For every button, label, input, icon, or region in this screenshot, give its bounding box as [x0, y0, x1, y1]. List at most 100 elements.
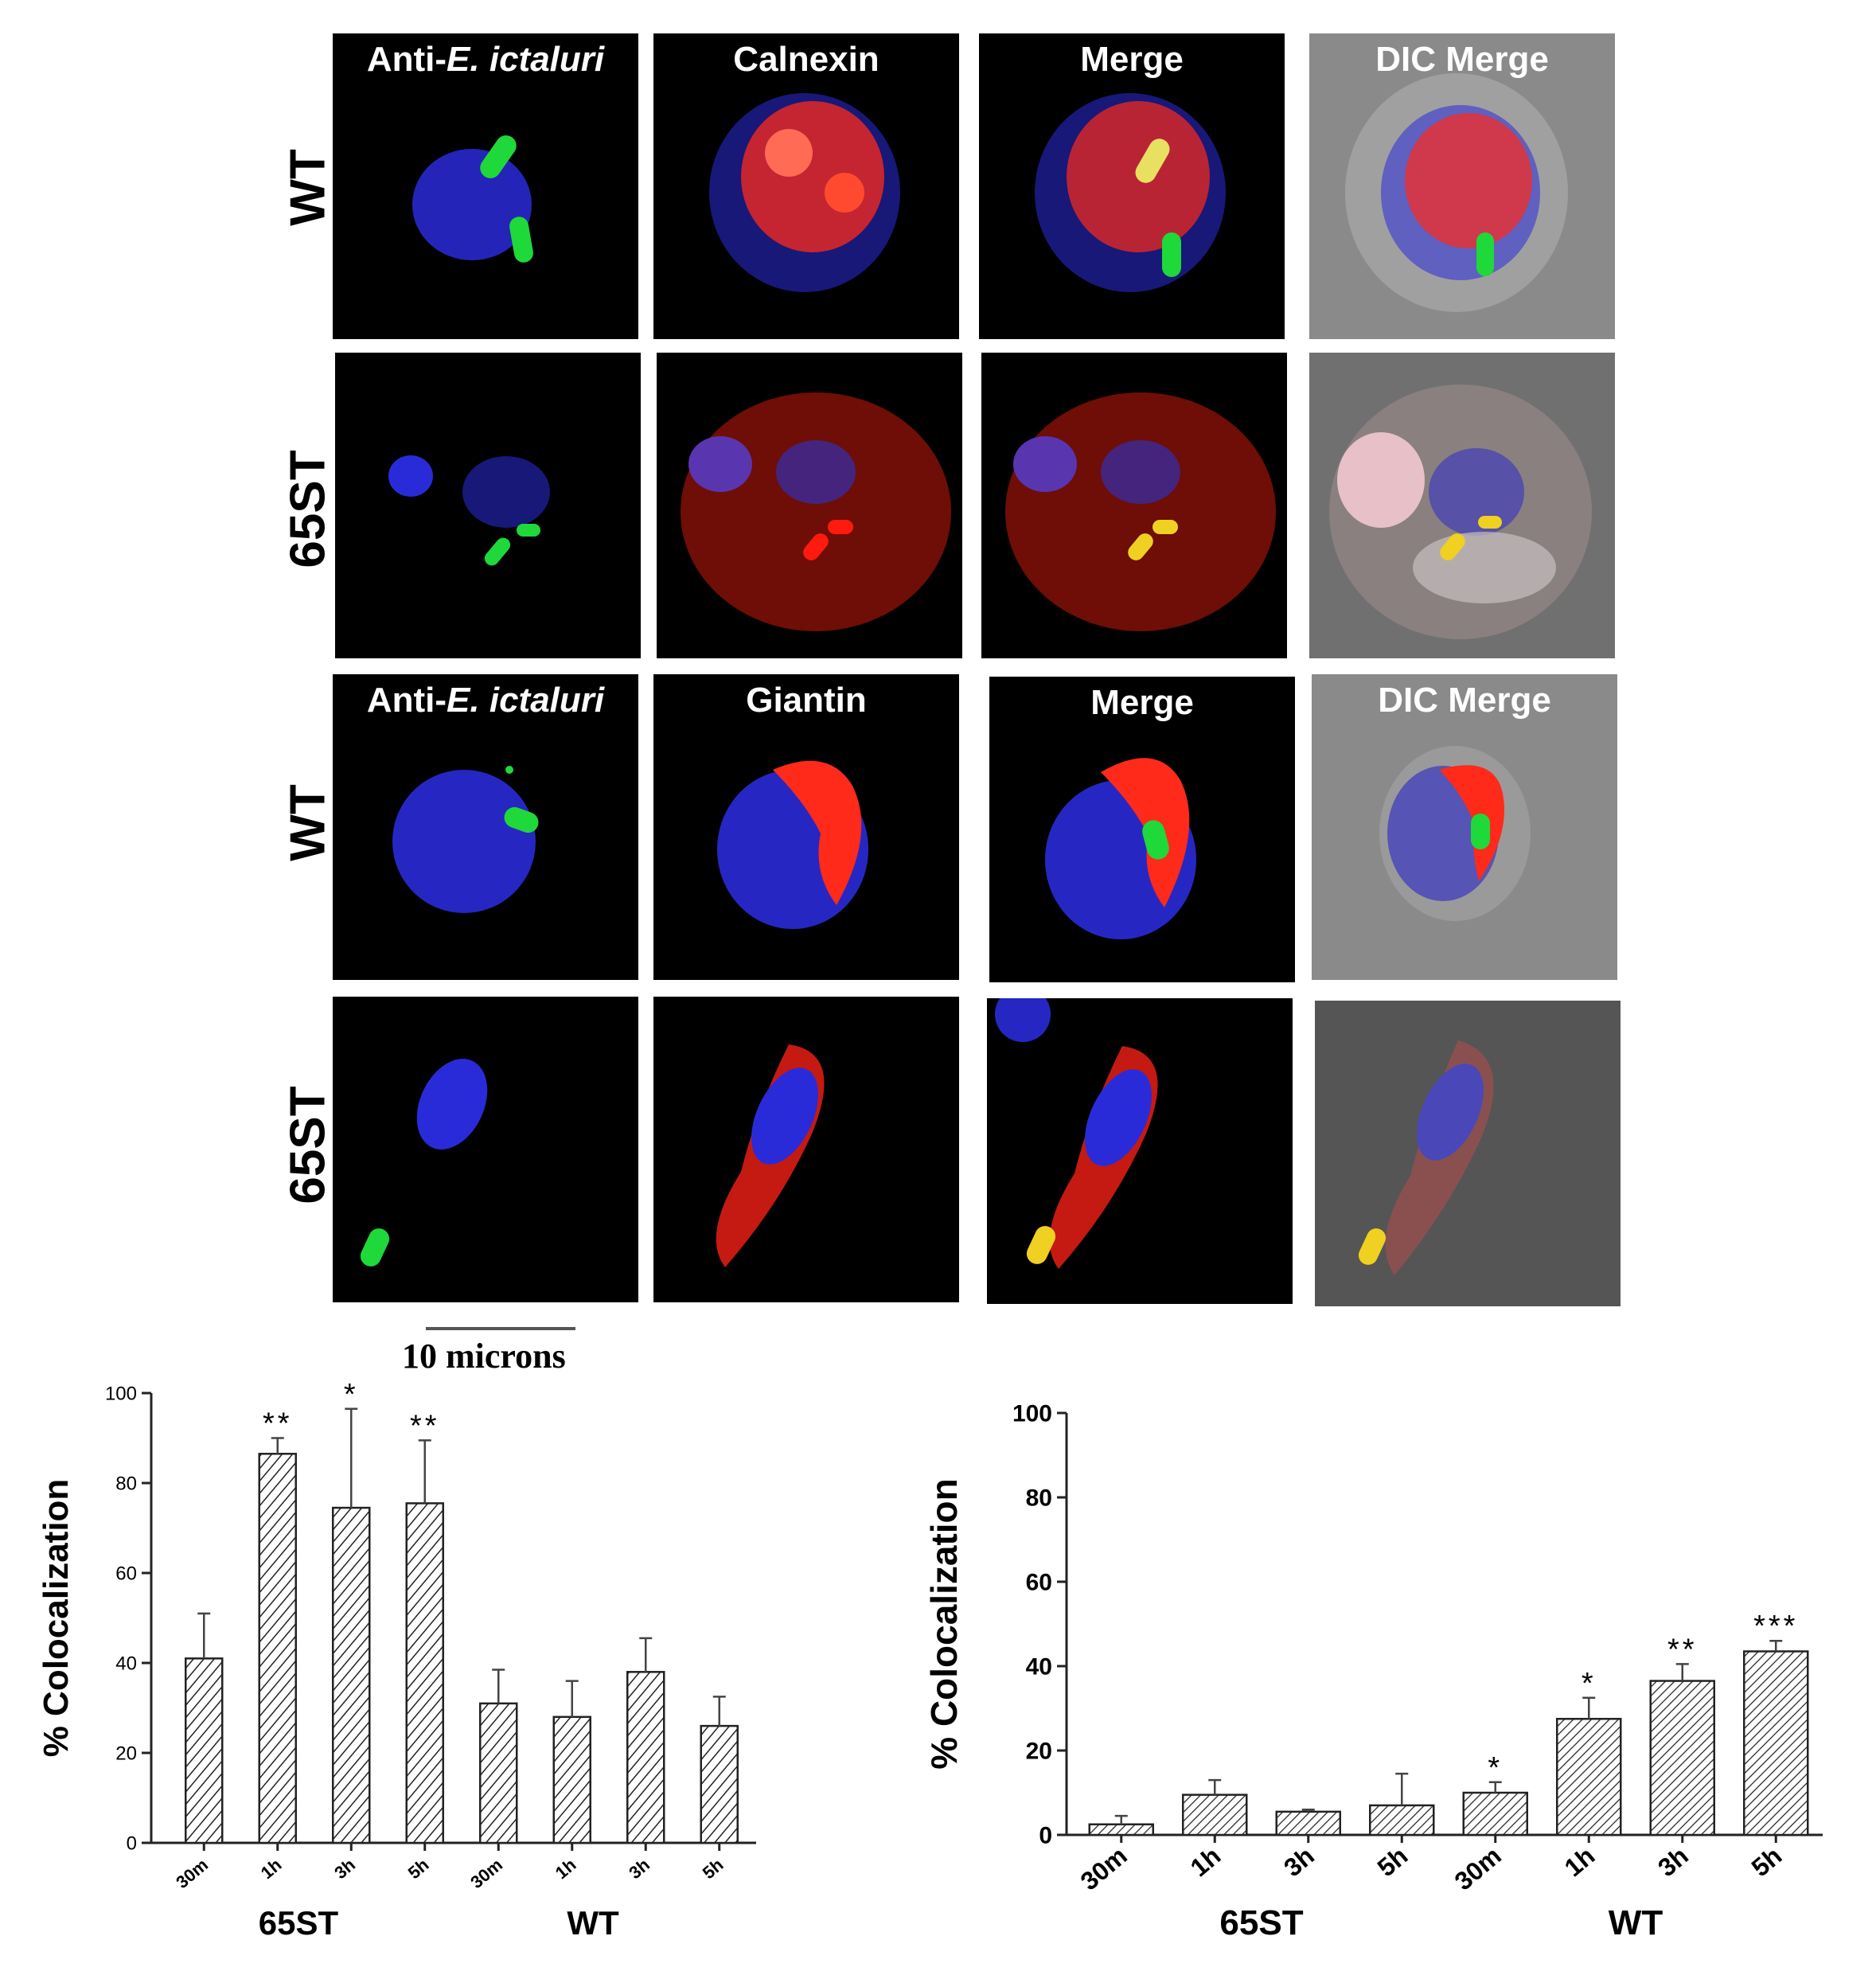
micrograph-image [1379, 746, 1531, 921]
micrograph-image [681, 392, 951, 631]
y-axis-label: % Colocalization [37, 1479, 76, 1758]
y-tick-label: 20 [1026, 1739, 1052, 1765]
micrograph-wt-dic-merge: DIC Merge [1309, 33, 1615, 339]
category-label: 30m [1075, 1841, 1133, 1896]
panel-title: Merge [1090, 683, 1194, 722]
category-label: 3h [625, 1855, 653, 1883]
micrograph-65st-merge [981, 353, 1287, 658]
micrograph-image [360, 1059, 488, 1267]
panel-title: Anti-E. ictaluri [366, 681, 605, 720]
category-label: 1h [1185, 1841, 1227, 1883]
category-label: 30m [1449, 1841, 1507, 1896]
micrograph-65st-anti-e-ictaluri-2 [333, 997, 638, 1302]
category-label: 1h [1559, 1841, 1601, 1883]
bar [405, 1502, 444, 1844]
group-label: WT [1609, 1903, 1663, 1942]
micrograph-image [995, 998, 1158, 1269]
micrograph-image [1358, 1040, 1494, 1275]
micrograph-image [388, 455, 550, 566]
micrograph-image [1345, 73, 1568, 312]
micrograph-wt-dic-merge-2: DIC Merge [1312, 674, 1617, 980]
category-label: 30m [466, 1855, 506, 1892]
row-label-wt-calnexin: WT [280, 149, 336, 226]
group-label: 65ST [259, 1904, 339, 1942]
micrograph-65st-merge-2 [987, 998, 1293, 1304]
micrograph-wt-merge-2: Merge [989, 677, 1295, 982]
panel-title: Calnexin [733, 40, 879, 79]
significance-marker: ** [1667, 1633, 1698, 1666]
micrograph-wt-giantin: Giantin [653, 674, 959, 980]
panel-title: DIC Merge [1375, 40, 1549, 79]
y-tick-label: 60 [115, 1563, 137, 1584]
significance-marker: *** [1753, 1610, 1798, 1643]
y-tick-label: 100 [1012, 1401, 1052, 1427]
bar [552, 1715, 591, 1844]
bar [479, 1702, 518, 1844]
chart-svg: 0 20 40 60 80 100 % Colocalization 30m 1h ** 3h * 5h… [37, 1378, 756, 1942]
category-label: 1h [552, 1855, 580, 1883]
micrograph-image [716, 1044, 825, 1267]
bar [1088, 1823, 1154, 1836]
micrograph-image [1005, 392, 1276, 631]
category-label: 3h [330, 1855, 359, 1883]
micrograph-65st-dic-merge [1309, 353, 1615, 658]
bar [700, 1724, 739, 1844]
panel-title: Giantin [746, 681, 867, 720]
group-label: WT [567, 1904, 619, 1942]
micrograph-image [1035, 93, 1226, 292]
bar [185, 1657, 224, 1844]
y-tick-label: 100 [105, 1383, 137, 1404]
bar [1275, 1810, 1341, 1836]
row-label-65st-calnexin: 65ST [280, 450, 336, 568]
micrograph-65st-anti-e-ictaluri [335, 353, 641, 658]
significance-marker: * [1582, 1667, 1597, 1700]
significance-marker: ** [263, 1407, 293, 1441]
micrograph-image [412, 135, 533, 263]
row-label-wt-giantin: WT [280, 784, 336, 861]
group-label: 65ST [1219, 1903, 1303, 1942]
y-tick-label: 40 [115, 1653, 137, 1674]
scale-bar-line [426, 1327, 575, 1330]
category-label: 5h [1746, 1841, 1788, 1883]
bar [626, 1671, 665, 1844]
bar [1462, 1791, 1528, 1836]
y-tick-label: 20 [115, 1743, 137, 1764]
bar [1369, 1804, 1435, 1836]
bar [1649, 1680, 1715, 1836]
micrograph-wt-calnexin: Calnexin [653, 33, 959, 339]
category-label: 5h [1372, 1841, 1414, 1883]
y-tick-label: 80 [1026, 1485, 1052, 1512]
y-tick-label: 80 [115, 1473, 137, 1494]
category-label: 5h [699, 1855, 727, 1883]
significance-marker: * [344, 1378, 359, 1411]
bar [1743, 1650, 1809, 1836]
bar [1556, 1718, 1622, 1836]
micrograph-wt-anti-e-ictaluri-2: Anti-E. ictaluri [333, 674, 638, 980]
y-tick-label: 40 [1026, 1654, 1052, 1680]
micrograph-65st-giantin [653, 997, 959, 1302]
chart-giantin-colocalization: 0 20 40 60 80 100 % Colocalization 30m 1h 3h 5h 30m… [907, 1385, 1855, 1958]
micrograph-65st-calnexin [657, 353, 962, 658]
y-axis-label: % Colocalization [923, 1478, 965, 1769]
panel-title: Anti-E. ictaluri [366, 40, 605, 79]
category-label: 1h [257, 1855, 286, 1883]
micrograph-image [709, 93, 900, 292]
y-tick-label: 60 [1026, 1570, 1052, 1596]
significance-marker: ** [410, 1409, 440, 1442]
chart-calnexin-colocalization: 0 20 40 60 80 100 % Colocalization 30m 1h ** 3h * 5h… [24, 1377, 780, 1950]
panel-title: DIC Merge [1378, 681, 1551, 720]
category-label: 30m [172, 1855, 212, 1892]
micrograph-image [392, 766, 539, 913]
bar [258, 1453, 297, 1844]
significance-marker: * [1488, 1751, 1503, 1785]
category-label: 5h [404, 1855, 433, 1883]
micrograph-image [1045, 758, 1196, 939]
panel-title: Merge [1080, 40, 1184, 79]
scale-bar-label: 10 microns [402, 1337, 566, 1376]
row-label-65st-giantin: 65ST [280, 1086, 336, 1204]
micrograph-image [1329, 384, 1592, 639]
y-tick-label: 0 [127, 1833, 137, 1854]
micrograph-65st-dic-merge-2 [1315, 1001, 1621, 1306]
category-label: 3h [1278, 1841, 1320, 1883]
y-tick-label: 0 [1039, 1823, 1052, 1849]
